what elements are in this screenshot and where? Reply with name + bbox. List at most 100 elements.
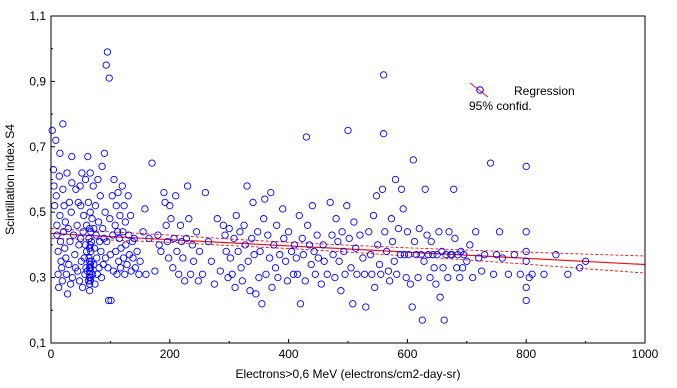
- data-point: [84, 198, 93, 207]
- data-point: [118, 182, 126, 190]
- data-point: [420, 257, 428, 265]
- data-point: [415, 224, 423, 233]
- data-point: [237, 264, 245, 272]
- data-point: [164, 254, 173, 262]
- data-point: [522, 247, 530, 256]
- data-point: [182, 234, 191, 243]
- data-point: [176, 221, 185, 229]
- data-point: [102, 61, 110, 69]
- x-axis-title: Electrons>0,6 MeV (electrons/cm2-day-sr): [235, 367, 460, 381]
- data-point: [340, 247, 348, 256]
- data-point: [414, 273, 422, 282]
- data-point: [421, 185, 429, 193]
- data-point: [477, 267, 486, 275]
- data-point: [387, 215, 396, 223]
- data-point: [129, 254, 137, 262]
- data-point: [210, 280, 219, 288]
- data-point: [59, 185, 67, 193]
- data-point: [564, 270, 572, 278]
- data-point: [366, 251, 375, 259]
- data-point: [396, 251, 404, 259]
- data-point: [417, 251, 425, 259]
- data-point: [394, 224, 403, 233]
- data-point: [295, 211, 303, 220]
- data-point: [328, 231, 336, 239]
- data-point: [142, 270, 150, 278]
- data-point: [96, 192, 104, 200]
- data-point: [194, 277, 202, 285]
- data-point: [124, 192, 132, 200]
- data-point: [66, 280, 75, 288]
- data-point: [106, 215, 114, 223]
- data-point: [362, 303, 370, 311]
- y-tick-label: 0,3: [29, 271, 46, 285]
- data-point: [241, 241, 249, 249]
- y-tick-label: 1,1: [29, 9, 46, 23]
- data-point: [189, 257, 198, 265]
- data-point: [311, 270, 319, 278]
- data-point: [53, 221, 61, 229]
- data-point: [97, 273, 106, 282]
- data-point: [284, 228, 293, 236]
- data-point: [48, 126, 56, 135]
- x-tick-label: 200: [160, 347, 180, 361]
- data-point: [179, 254, 187, 262]
- data-point: [399, 205, 407, 213]
- data-point: [185, 215, 193, 223]
- data-point: [155, 241, 163, 249]
- data-point: [320, 257, 328, 265]
- data-point: [495, 228, 504, 236]
- data-point: [230, 234, 238, 243]
- data-point: [323, 270, 331, 278]
- data-point: [375, 260, 384, 269]
- regression-line-group: [50, 232, 646, 266]
- data-point: [246, 287, 254, 295]
- x-tick-label: 1000: [632, 347, 659, 361]
- data-point: [369, 211, 378, 220]
- data-point: [329, 251, 337, 259]
- data-point: [69, 231, 78, 239]
- data-point: [393, 270, 401, 278]
- data-point: [122, 241, 130, 249]
- data-point: [64, 224, 72, 233]
- data-point: [167, 215, 175, 223]
- data-point: [221, 231, 229, 239]
- data-point: [448, 251, 456, 259]
- data-point: [216, 267, 224, 275]
- data-point: [307, 260, 315, 269]
- data-point: [489, 270, 498, 278]
- data-point: [85, 244, 94, 252]
- data-point: [273, 221, 281, 229]
- data-point: [264, 231, 272, 239]
- data-points: [48, 48, 590, 324]
- data-point: [267, 188, 275, 197]
- data-point: [76, 182, 84, 190]
- data-point: [410, 237, 419, 246]
- data-point: [244, 257, 252, 265]
- data-point: [379, 130, 388, 138]
- data-point: [67, 208, 75, 216]
- data-point: [115, 234, 123, 243]
- data-point: [88, 270, 97, 278]
- data-point: [480, 251, 489, 259]
- data-point: [271, 264, 280, 272]
- data-point: [379, 71, 388, 79]
- data-point: [240, 221, 248, 229]
- data-point: [58, 277, 66, 285]
- data-point: [360, 270, 369, 278]
- legend-confidence-label: 95% confid.: [469, 99, 532, 113]
- data-point: [91, 202, 100, 210]
- data-point: [436, 293, 444, 301]
- data-point: [347, 264, 355, 272]
- data-point: [472, 228, 480, 236]
- data-point: [90, 244, 99, 252]
- data-point: [290, 241, 299, 249]
- data-point: [391, 175, 400, 184]
- data-point: [260, 215, 268, 223]
- data-point: [52, 192, 60, 200]
- data-point: [248, 234, 256, 243]
- regression-line: [50, 232, 646, 266]
- data-point: [90, 260, 98, 269]
- data-point: [378, 185, 387, 193]
